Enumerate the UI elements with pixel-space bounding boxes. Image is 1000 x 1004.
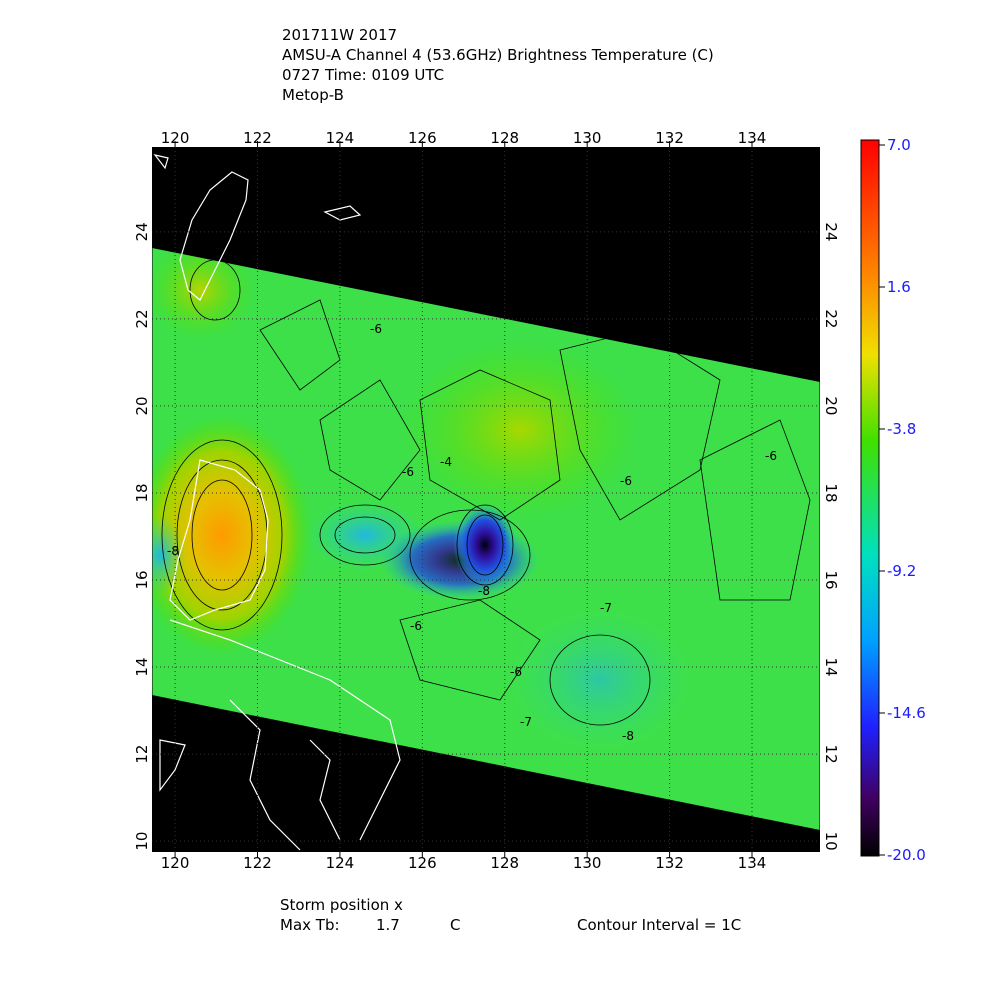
contour-label: -6 [510, 665, 522, 679]
lat-label: 22 [822, 309, 840, 328]
lat-label: 20 [822, 396, 840, 415]
lon-label: 124 [326, 854, 355, 872]
lon-label: 134 [738, 129, 767, 147]
lon-label: 130 [573, 854, 602, 872]
contour-labels: -6 -6 -6 -6 -6 -6 -7 -7 -8 -8 -8 -4 [167, 322, 777, 743]
storm-position: Storm position x [280, 896, 403, 914]
contour-label: -7 [600, 601, 612, 615]
lat-label: 22 [133, 309, 151, 328]
lat-label: 24 [822, 222, 840, 241]
lat-label: 10 [822, 832, 840, 851]
colorbar-ticks: 7.0 1.6 -3.8 -9.2 -14.6 -20.0 [879, 136, 926, 864]
colorbar [860, 139, 880, 857]
contour-label: -4 [440, 455, 452, 469]
header: 201711W 2017 AMSU-A Channel 4 (53.6GHz) … [282, 26, 714, 104]
title-line: 201711W 2017 [282, 26, 397, 44]
axes: 120 120 122 122 124 124 126 126 128 128 130 130 132 1… [133, 129, 840, 872]
lon-label: 122 [243, 129, 272, 147]
lon-label: 132 [655, 854, 684, 872]
lon-label: 126 [408, 129, 437, 147]
lon-label: 128 [490, 854, 519, 872]
contour-interval: Contour Interval = 1C [577, 916, 741, 934]
lon-label: 124 [326, 129, 355, 147]
lat-label: 18 [822, 483, 840, 502]
contour-label: -8 [167, 544, 179, 558]
lat-label: 24 [133, 222, 151, 241]
max-tb-unit: C [450, 916, 460, 934]
lon-label: 132 [655, 129, 684, 147]
contour-label: -6 [765, 449, 777, 463]
contour-label: -7 [520, 715, 532, 729]
map-area: -6 -6 -6 -6 -6 -6 -7 -7 -8 -8 -8 -4 [152, 147, 820, 852]
lat-label: 12 [133, 745, 151, 764]
colorbar-label: 1.6 [887, 278, 911, 296]
max-tb-label: Max Tb: [280, 916, 340, 934]
lat-label: 14 [822, 657, 840, 676]
lat-label: 12 [822, 745, 840, 764]
contour-label: -6 [410, 619, 422, 633]
lat-label: 18 [133, 483, 151, 502]
lon-label: 120 [161, 854, 190, 872]
colorbar-label: -3.8 [887, 420, 916, 438]
coastlines [153, 154, 401, 851]
contour-label: -6 [402, 465, 414, 479]
lat-label: 20 [133, 396, 151, 415]
colorbar-label: -9.2 [887, 562, 916, 580]
colorbar-label: 7.0 [887, 136, 911, 154]
lon-label: 134 [738, 854, 767, 872]
colorbar-label: -20.0 [887, 846, 926, 864]
lon-label: 128 [490, 129, 519, 147]
title-line: Metop-B [282, 86, 344, 104]
lon-label: 122 [243, 854, 272, 872]
lat-label: 10 [133, 832, 151, 851]
lat-label: 14 [133, 657, 151, 676]
lon-label: 126 [408, 854, 437, 872]
lat-label: 16 [133, 570, 151, 589]
title-line: 0727 Time: 0109 UTC [282, 66, 444, 84]
lon-label: 130 [573, 129, 602, 147]
footer: Storm position x Max Tb: 1.7 C Contour I… [280, 896, 741, 934]
max-tb-value: 1.7 [376, 916, 400, 934]
contour-label: -8 [622, 729, 634, 743]
lat-label: 16 [822, 570, 840, 589]
title-line: AMSU-A Channel 4 (53.6GHz) Brightness Te… [282, 46, 714, 64]
contour-label: -6 [370, 322, 382, 336]
lon-label: 120 [161, 129, 190, 147]
colorbar-label: -14.6 [887, 704, 926, 722]
grid [152, 147, 820, 852]
contour-label: -6 [620, 474, 632, 488]
contour-label: -8 [478, 584, 490, 598]
